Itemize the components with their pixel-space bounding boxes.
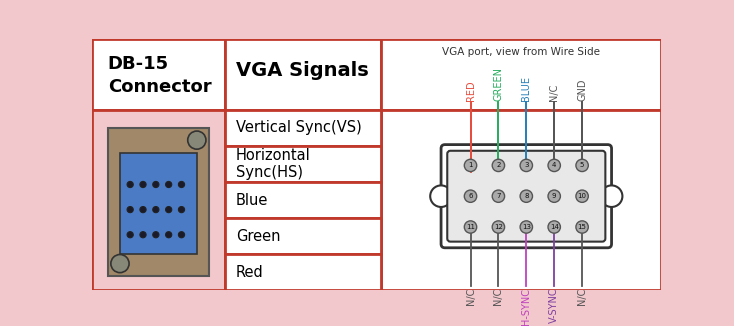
Circle shape xyxy=(520,190,532,202)
Text: 11: 11 xyxy=(466,224,475,230)
Text: 1: 1 xyxy=(468,162,473,169)
Circle shape xyxy=(430,185,452,207)
Text: GREEN: GREEN xyxy=(493,67,504,101)
Text: N/C: N/C xyxy=(549,83,559,101)
Circle shape xyxy=(548,190,560,202)
Bar xyxy=(225,146,381,182)
Bar xyxy=(225,182,381,218)
Circle shape xyxy=(140,207,146,213)
Bar xyxy=(225,254,381,290)
Text: Green: Green xyxy=(236,229,280,244)
Text: RED: RED xyxy=(465,80,476,101)
Circle shape xyxy=(600,185,622,207)
Circle shape xyxy=(153,207,159,213)
Circle shape xyxy=(465,190,476,202)
Bar xyxy=(92,110,225,290)
Text: BLUE: BLUE xyxy=(521,76,531,101)
Text: 9: 9 xyxy=(552,193,556,199)
Text: 3: 3 xyxy=(524,162,528,169)
Bar xyxy=(120,153,197,254)
Text: N/C: N/C xyxy=(577,288,587,305)
Text: N/C: N/C xyxy=(465,288,476,305)
Text: 4: 4 xyxy=(552,162,556,169)
Text: Red: Red xyxy=(236,265,264,280)
Text: 6: 6 xyxy=(468,193,473,199)
Circle shape xyxy=(166,181,172,187)
Text: Connector: Connector xyxy=(108,78,211,96)
Circle shape xyxy=(166,232,172,238)
FancyBboxPatch shape xyxy=(441,145,611,248)
Text: 10: 10 xyxy=(578,193,586,199)
Text: 2: 2 xyxy=(496,162,501,169)
Circle shape xyxy=(127,207,134,213)
Text: N/C: N/C xyxy=(493,288,504,305)
Circle shape xyxy=(576,221,589,233)
Circle shape xyxy=(548,221,560,233)
Circle shape xyxy=(140,232,146,238)
Circle shape xyxy=(465,221,476,233)
Text: 7: 7 xyxy=(496,193,501,199)
Text: DB-15: DB-15 xyxy=(108,55,169,73)
Circle shape xyxy=(127,181,134,187)
Circle shape xyxy=(111,255,129,273)
Bar xyxy=(108,128,209,276)
Text: 12: 12 xyxy=(494,224,503,230)
Text: GND: GND xyxy=(577,78,587,101)
Text: H-SYNC: H-SYNC xyxy=(521,288,531,325)
Circle shape xyxy=(178,207,184,213)
Text: 8: 8 xyxy=(524,193,528,199)
Circle shape xyxy=(140,181,146,187)
Text: 5: 5 xyxy=(580,162,584,169)
Circle shape xyxy=(178,232,184,238)
Text: V-SYNC: V-SYNC xyxy=(549,288,559,323)
Circle shape xyxy=(576,159,589,171)
Circle shape xyxy=(493,159,504,171)
Bar xyxy=(92,39,225,110)
Circle shape xyxy=(576,190,589,202)
Circle shape xyxy=(493,221,504,233)
Circle shape xyxy=(520,159,532,171)
Bar xyxy=(381,110,661,290)
FancyBboxPatch shape xyxy=(447,151,606,242)
Circle shape xyxy=(153,181,159,187)
Text: 13: 13 xyxy=(522,224,531,230)
Circle shape xyxy=(493,190,504,202)
Circle shape xyxy=(127,232,134,238)
Text: Blue: Blue xyxy=(236,193,269,208)
Text: 15: 15 xyxy=(578,224,586,230)
Circle shape xyxy=(178,181,184,187)
Circle shape xyxy=(166,207,172,213)
Circle shape xyxy=(188,131,206,149)
Text: 14: 14 xyxy=(550,224,559,230)
Text: VGA port, view from Wire Side: VGA port, view from Wire Side xyxy=(442,47,600,57)
Circle shape xyxy=(520,221,532,233)
Bar xyxy=(225,218,381,254)
Text: Vertical Sync(VS): Vertical Sync(VS) xyxy=(236,121,362,136)
Circle shape xyxy=(548,159,560,171)
Circle shape xyxy=(153,232,159,238)
Bar xyxy=(381,39,661,110)
Bar xyxy=(225,39,381,110)
Bar xyxy=(225,110,381,146)
Text: Horizontal
Sync(HS): Horizontal Sync(HS) xyxy=(236,148,310,180)
Text: VGA Signals: VGA Signals xyxy=(236,62,368,81)
Circle shape xyxy=(465,159,476,171)
